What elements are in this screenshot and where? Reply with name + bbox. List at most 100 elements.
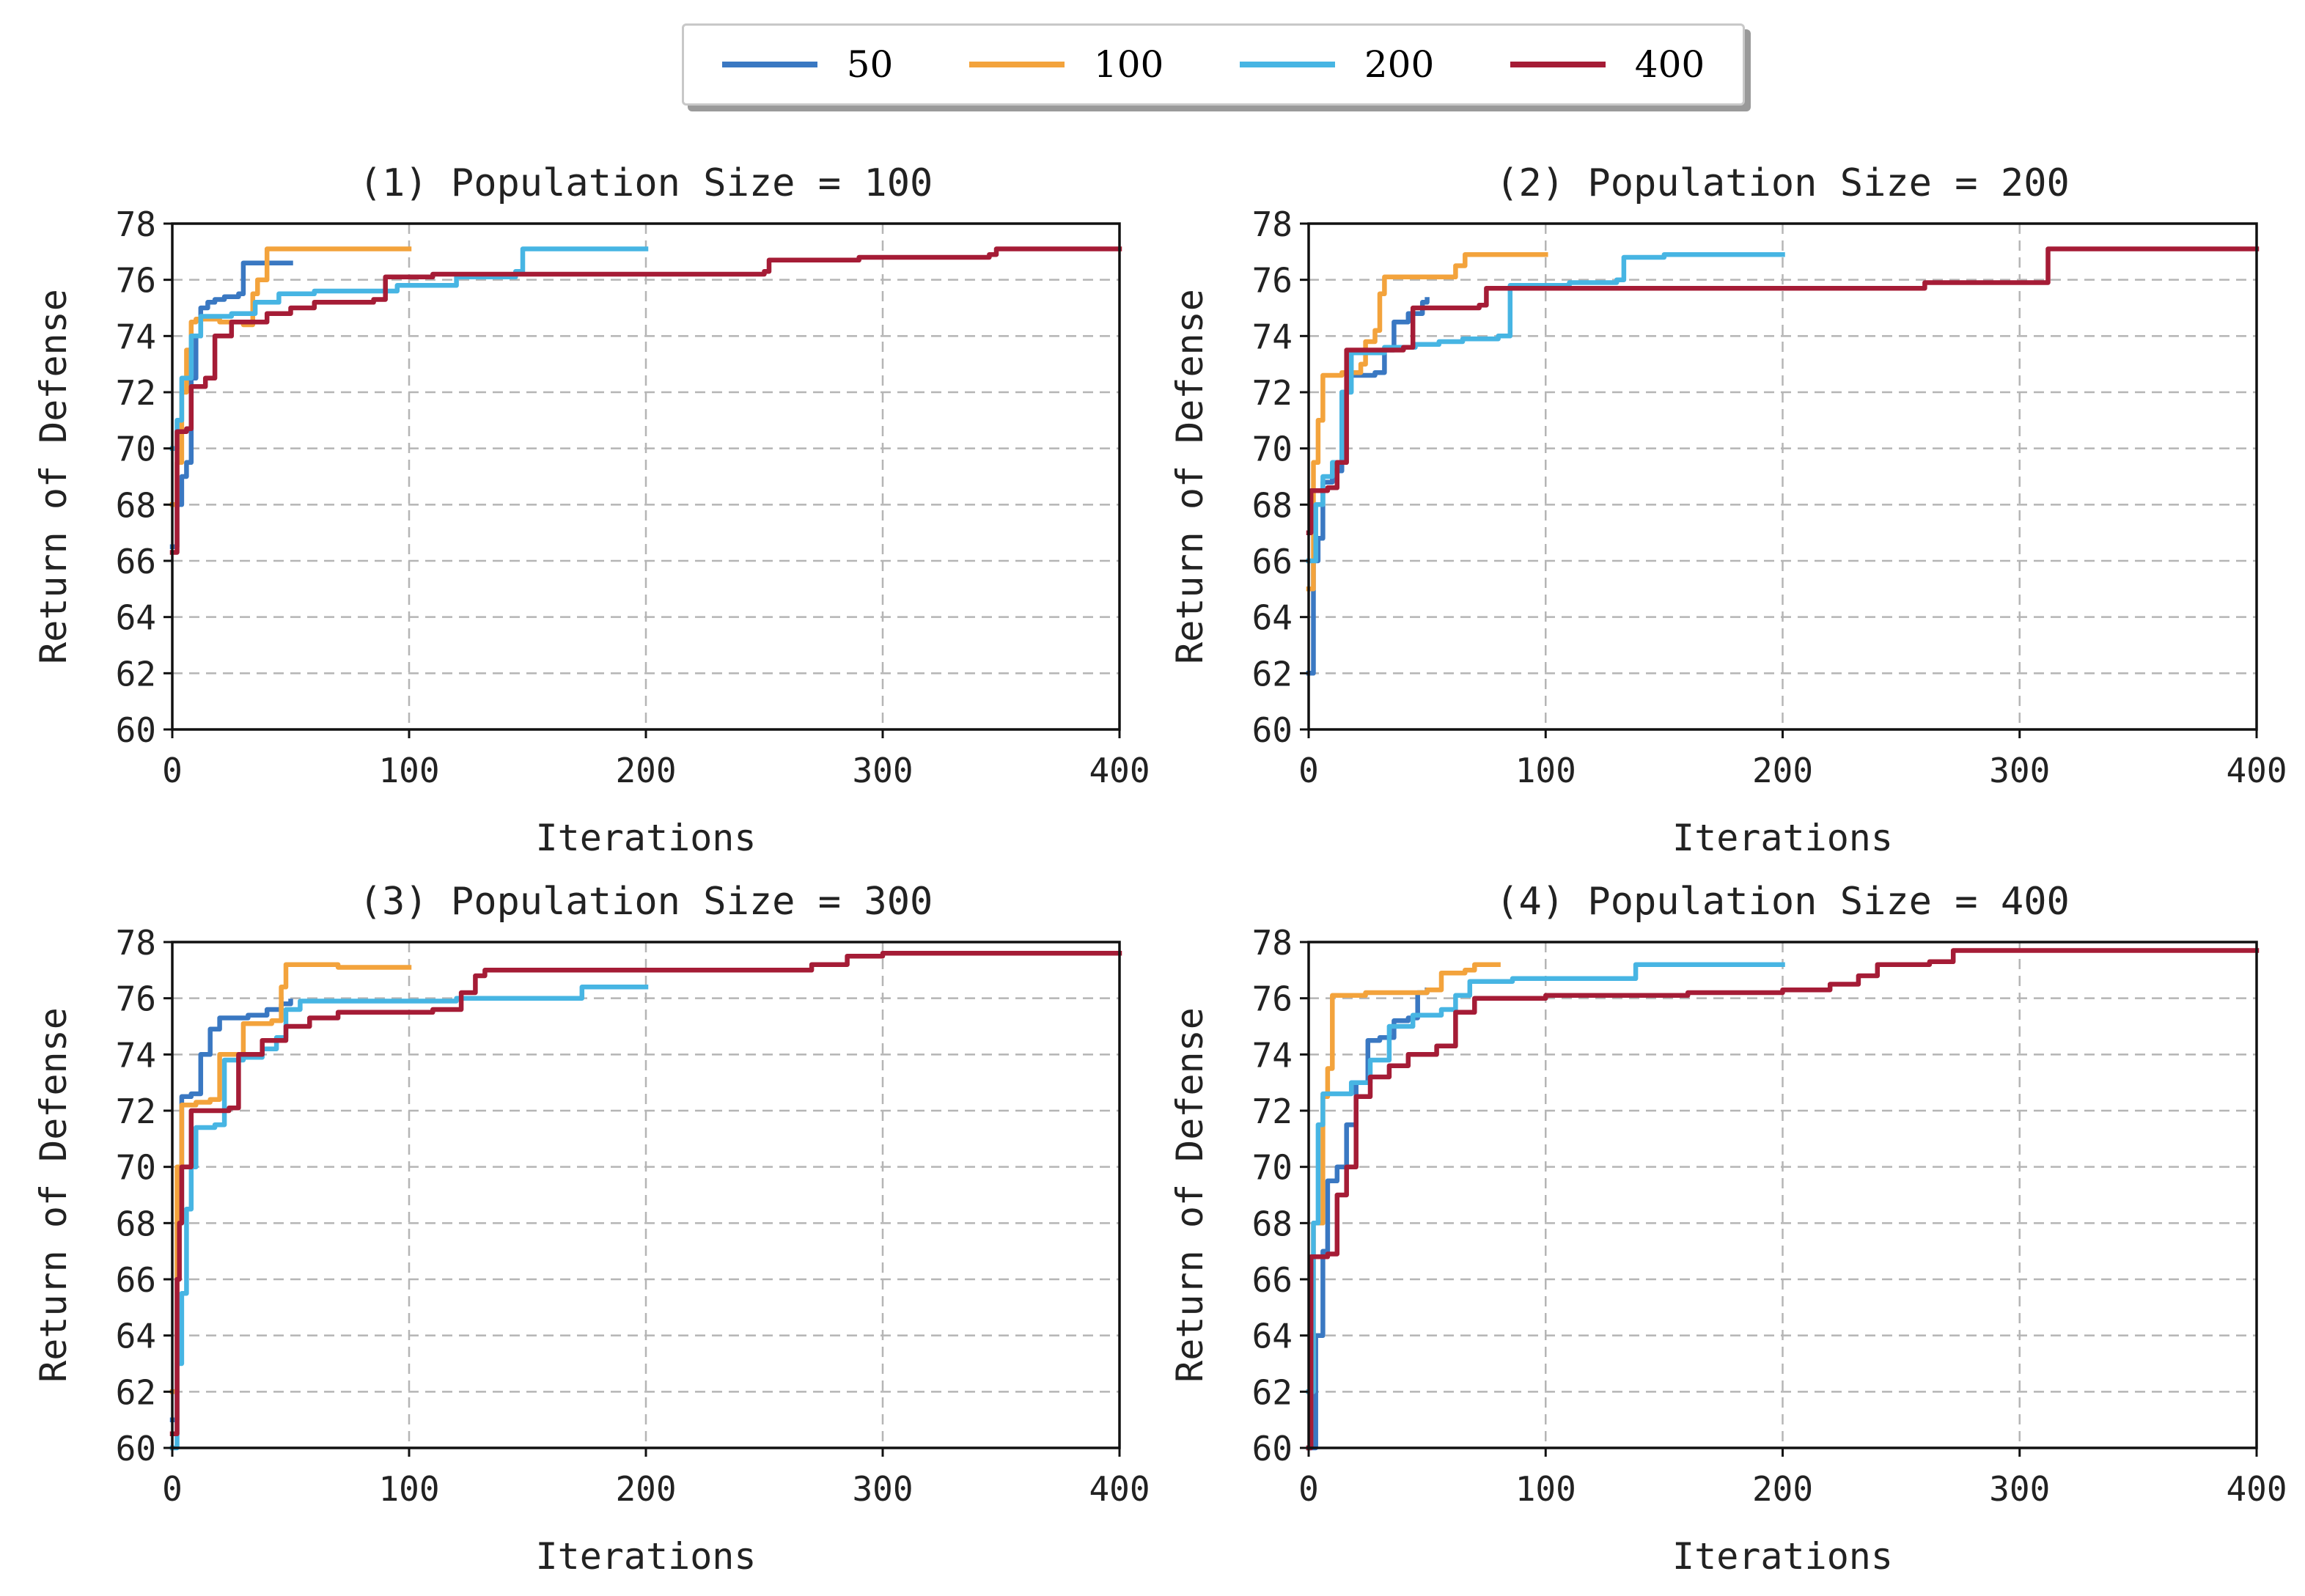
y-tick-label: 76 [1252,261,1293,301]
x-tick-label: 200 [1752,751,1813,790]
series-line-100 [1306,962,1501,1394]
y-tick-label: 60 [116,710,156,750]
series-line-100 [169,962,412,1394]
x-tick-label: 200 [1752,1469,1813,1509]
y-tick-label: 76 [116,261,156,301]
x-tick-label: 200 [615,751,676,790]
y-tick-label: 62 [116,1372,156,1412]
x-axis-label: Iterations [535,817,756,859]
y-tick-label: 72 [116,1092,156,1131]
series-line-400 [1306,246,2260,535]
y-tick-label: 70 [1252,430,1293,469]
y-tick-label: 68 [116,485,156,525]
y-tick-label: 76 [1252,979,1293,1019]
y-axis-label: Return of Defense [1169,1007,1211,1383]
x-tick-label: 300 [852,751,913,790]
x-axis-label: Iterations [1672,1535,1893,1578]
x-tick-label: 100 [378,1469,439,1509]
y-tick-label: 78 [116,205,156,244]
legend-swatch-50 [721,62,817,67]
panel-title: (4) Population Size = 400 [1496,880,2070,924]
series-line-400 [169,246,1122,555]
x-tick-label: 400 [1089,751,1150,790]
chart-panel-1: 60 62 64 66 68 70 72 74 76 78 0 100 200 300 400 (1) Pop… [32,161,1150,859]
y-tick-label: 66 [1252,1260,1293,1300]
x-tick-label: 0 [162,1469,183,1509]
y-tick-label: 74 [116,1035,156,1075]
chart-panel-4: 60 62 64 66 68 70 72 74 76 78 0 100 200 300 400 (4) Pop… [1169,880,2287,1578]
legend-swatch-200 [1239,62,1335,67]
x-tick-label: 400 [2226,1469,2287,1509]
x-tick-label: 300 [1989,751,2050,790]
series-line-100 [169,246,412,507]
y-tick-label: 66 [1252,542,1293,581]
x-tick-label: 100 [1515,1469,1576,1509]
x-axis-label: Iterations [1672,817,1893,859]
y-tick-label: 62 [116,654,156,694]
y-tick-label: 72 [1252,1092,1293,1131]
y-tick-label: 62 [1252,654,1293,694]
series-line-200 [1306,251,1785,564]
legend: 50 100 200 400 [682,23,1745,106]
y-tick-label: 66 [116,1260,156,1300]
series-line-400 [1306,948,2260,1451]
y-tick-label: 68 [1252,485,1293,525]
x-tick-label: 100 [1515,751,1576,790]
y-tick-label: 60 [1252,1429,1293,1468]
y-tick-label: 78 [1252,923,1293,963]
y-tick-label: 60 [1252,710,1293,750]
series-line-200 [1306,962,1785,1394]
y-tick-label: 64 [116,598,156,638]
y-tick-label: 64 [1252,1317,1293,1356]
legend-entry-100: 100 [968,43,1164,86]
y-axis-label: Return of Defense [32,1007,75,1383]
legend-label-100: 100 [1093,43,1164,86]
legend-entry-50: 50 [721,43,894,86]
y-tick-label: 74 [116,317,156,356]
panel-title: (1) Population Size = 100 [359,161,933,205]
y-tick-label: 78 [1252,205,1293,244]
y-tick-label: 68 [116,1204,156,1243]
x-tick-label: 300 [1989,1469,2050,1509]
x-tick-label: 0 [1298,1469,1319,1509]
series-line-200 [169,985,649,1451]
panel-title: (3) Population Size = 300 [359,880,933,924]
legend-entry-200: 200 [1239,43,1435,86]
x-tick-label: 0 [162,751,183,790]
y-tick-label: 60 [116,1429,156,1468]
x-tick-label: 200 [615,1469,676,1509]
y-tick-label: 76 [116,979,156,1019]
x-tick-label: 400 [1089,1469,1150,1509]
y-tick-label: 70 [1252,1148,1293,1188]
legend-label-200: 200 [1364,43,1435,86]
y-tick-label: 72 [116,373,156,413]
panel-title: (2) Population Size = 200 [1496,161,2070,205]
x-axis-label: Iterations [535,1535,756,1578]
x-tick-label: 300 [852,1469,913,1509]
chart-panel-2: 60 62 64 66 68 70 72 74 76 78 0 100 200 300 400 (2) Pop… [1169,161,2287,859]
chart-panel-3: 60 62 64 66 68 70 72 74 76 78 0 100 200 300 400 (3) Pop… [32,880,1150,1578]
y-tick-label: 70 [116,1148,156,1188]
legend-swatch-100 [968,62,1065,67]
y-tick-label: 78 [116,923,156,963]
legend-entry-400: 400 [1510,43,1705,86]
legend-swatch-400 [1510,62,1606,67]
y-tick-label: 66 [116,542,156,581]
y-tick-label: 70 [116,430,156,469]
y-axis-label: Return of Defense [32,289,75,664]
series-line-100 [1306,251,1548,592]
y-tick-label: 62 [1252,1372,1293,1412]
series-line-400 [169,951,1122,1437]
x-tick-label: 400 [2226,751,2287,790]
y-tick-label: 74 [1252,317,1293,356]
y-tick-label: 72 [1252,373,1293,413]
x-tick-label: 100 [378,751,439,790]
y-tick-label: 74 [1252,1035,1293,1075]
legend-label-400: 400 [1634,43,1705,86]
y-tick-label: 68 [1252,1204,1293,1243]
legend-label-50: 50 [846,43,894,86]
y-tick-label: 64 [1252,598,1293,638]
y-axis-label: Return of Defense [1169,289,1211,664]
x-tick-label: 0 [1298,751,1319,790]
